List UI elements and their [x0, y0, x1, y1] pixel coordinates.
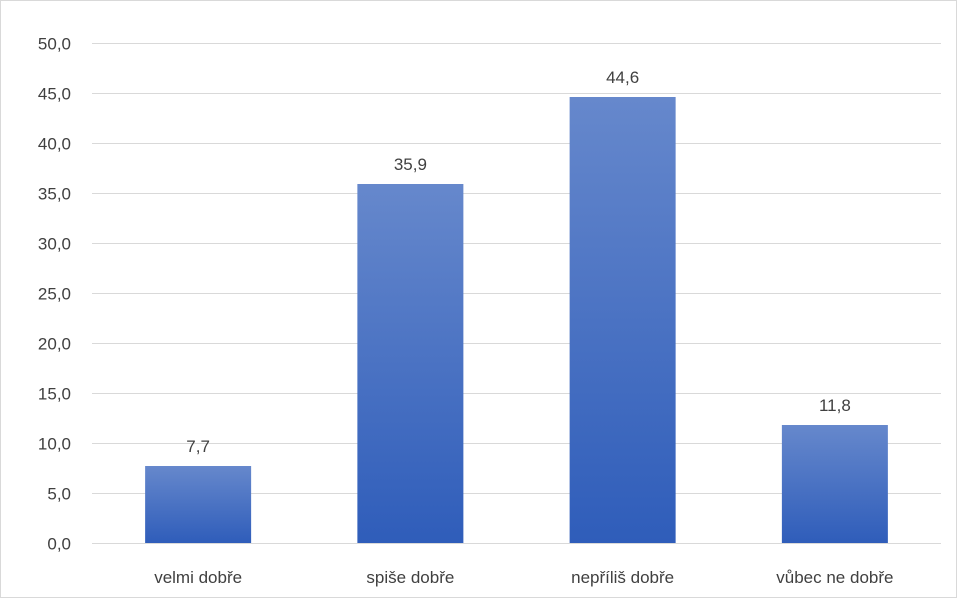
y-tick-label: 35,0 — [38, 185, 71, 204]
x-category-label: spiše dobře — [366, 568, 454, 587]
x-category-label: velmi dobře — [154, 568, 242, 587]
bar — [569, 97, 676, 543]
y-tick-label: 15,0 — [38, 385, 71, 404]
y-tick-label: 10,0 — [38, 435, 71, 454]
y-tick-label: 20,0 — [38, 335, 71, 354]
data-label: 44,6 — [606, 68, 639, 87]
y-tick-label: 50,0 — [38, 35, 71, 54]
x-axis-category-labels: velmi dobře spiše dobře nepříliš dobře vůbe… — [154, 568, 893, 587]
data-labels: 7,7 35,9 44,6 11,8 — [186, 68, 850, 456]
x-category-label: vůbec ne dobře — [776, 568, 893, 587]
y-tick-label: 30,0 — [38, 235, 71, 254]
y-tick-label: 45,0 — [38, 85, 71, 104]
y-tick-label: 0,0 — [47, 535, 71, 554]
y-axis-tick-labels: 0,0 5,0 10,0 15,0 20,0 25,0 30,0 35,0 40,0 45,0 50… — [38, 35, 71, 554]
bars — [145, 97, 888, 543]
bar — [145, 466, 252, 543]
y-tick-label: 25,0 — [38, 285, 71, 304]
y-tick-label: 5,0 — [47, 485, 71, 504]
bar — [357, 184, 464, 543]
bar — [781, 425, 888, 543]
data-label: 11,8 — [819, 396, 851, 415]
y-tick-label: 40,0 — [38, 135, 71, 154]
data-label: 7,7 — [186, 437, 210, 456]
x-category-label: nepříliš dobře — [571, 568, 674, 587]
data-label: 35,9 — [394, 155, 427, 174]
